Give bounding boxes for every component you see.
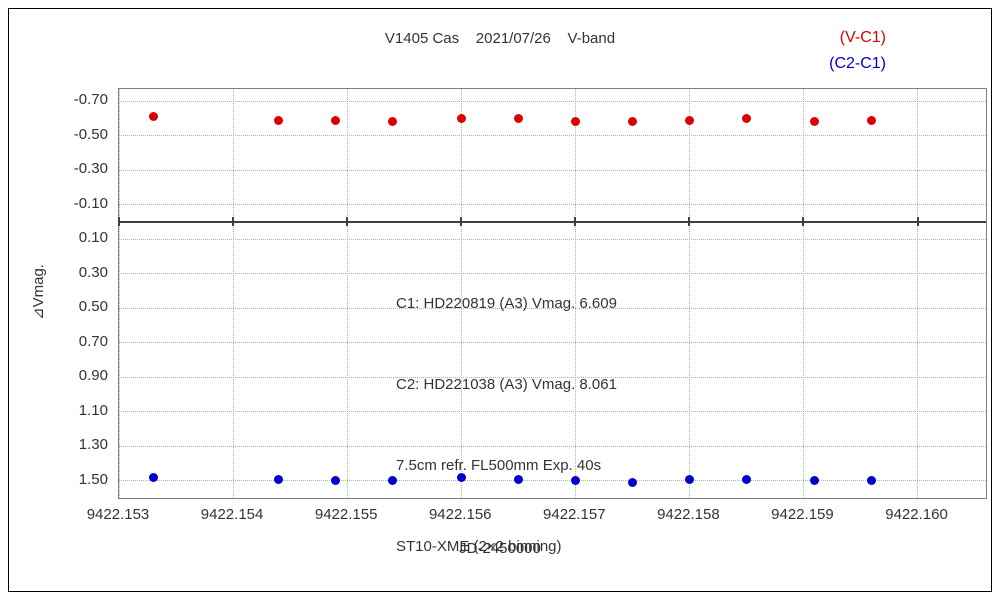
data-point-v-c1 xyxy=(684,115,694,125)
annotation-line-telescope: 7.5cm refr. FL500mm Exp. 40s xyxy=(396,457,602,474)
y-tick-label: 0.90 xyxy=(78,367,108,385)
vertical-gridline xyxy=(232,89,234,498)
data-point-v-c1 xyxy=(867,115,877,125)
chart-title: V1405 Cas 2021/07/26 V-band xyxy=(384,30,616,47)
data-point-c2-c1 xyxy=(148,472,158,482)
data-point-c2-c1 xyxy=(513,474,523,484)
data-point-c2-c1 xyxy=(810,476,820,486)
zero-axis-tick xyxy=(232,217,235,227)
x-tick-label: 9422.159 xyxy=(771,506,834,523)
vertical-gridline xyxy=(688,89,690,498)
zero-axis-tick xyxy=(688,217,691,227)
zero-axis-tick xyxy=(460,217,463,227)
x-tick-label: 9422.156 xyxy=(428,506,492,523)
y-tick-label: 1.30 xyxy=(78,436,108,454)
vertical-gridline xyxy=(574,89,576,498)
annotation-line-c2: C2: HD221038 (A3) Vmag. 8.061 xyxy=(396,376,617,393)
horizontal-gridline xyxy=(119,342,986,344)
y-tick-label: 0.10 xyxy=(78,229,108,247)
chart-legend: (V-C1) (C2-C1) xyxy=(829,25,886,77)
x-tick-label: 9422.154 xyxy=(200,506,264,523)
y-tick-label: 0.30 xyxy=(78,263,108,281)
data-point-c2-c1 xyxy=(684,474,694,484)
horizontal-gridline xyxy=(119,135,986,137)
zero-axis-tick xyxy=(346,217,349,227)
data-point-c2-c1 xyxy=(456,472,466,482)
horizontal-gridline xyxy=(119,100,986,102)
vertical-gridline xyxy=(460,89,462,498)
y-tick-label: 0.70 xyxy=(78,332,108,350)
data-point-v-c1 xyxy=(274,115,284,125)
data-point-c2-c1 xyxy=(741,474,751,484)
vertical-gridline xyxy=(802,89,804,498)
plot-area xyxy=(118,88,987,499)
annotation-line-c1: C1: HD220819 (A3) Vmag. 6.609 xyxy=(396,295,617,312)
vertical-gridline xyxy=(346,89,348,498)
data-point-v-c1 xyxy=(388,117,398,127)
data-point-c2-c1 xyxy=(331,476,341,486)
x-axis-label: JD-2450000 xyxy=(459,540,541,557)
data-point-c2-c1 xyxy=(627,477,637,487)
data-point-v-c1 xyxy=(513,113,523,123)
zero-axis-tick xyxy=(802,217,805,227)
annotation-line-camera: ST10-XME (2×2 binning) xyxy=(396,538,562,555)
horizontal-gridline xyxy=(119,273,986,275)
zero-axis-tick xyxy=(574,217,577,227)
x-tick-label: 9422.158 xyxy=(657,506,720,523)
y-tick-label: -0.70 xyxy=(73,91,108,109)
x-tick-label: 9422.157 xyxy=(543,506,606,523)
x-tick-label: 9422.160 xyxy=(885,506,948,523)
zero-axis-line xyxy=(119,220,986,223)
x-tick-label: 9422.155 xyxy=(314,506,378,523)
y-tick-label: -0.50 xyxy=(73,125,108,143)
data-point-v-c1 xyxy=(810,117,820,127)
y-tick-label: 0.50 xyxy=(78,298,108,316)
horizontal-gridline xyxy=(119,169,986,171)
data-point-v-c1 xyxy=(570,117,580,127)
y-tick-label: -0.10 xyxy=(73,194,108,212)
horizontal-gridline xyxy=(119,238,986,240)
vertical-gridline xyxy=(917,89,919,498)
zero-axis-tick xyxy=(118,217,120,227)
data-point-c2-c1 xyxy=(274,474,284,484)
horizontal-gridline xyxy=(119,480,986,482)
y-tick-label: 1.50 xyxy=(78,470,108,488)
data-point-c2-c1 xyxy=(388,476,398,486)
data-point-v-c1 xyxy=(627,117,637,127)
y-tick-label: 1.10 xyxy=(78,401,108,419)
horizontal-gridline xyxy=(119,445,986,447)
annotation-block: C1: HD220819 (A3) Vmag. 6.609 C2: HD2210… xyxy=(396,236,617,587)
legend-entry-c2-c1: (C2-C1) xyxy=(829,55,886,72)
data-point-c2-c1 xyxy=(867,476,877,486)
data-point-c2-c1 xyxy=(570,476,580,486)
legend-entry-v-c1: (V-C1) xyxy=(839,29,886,46)
horizontal-gridline xyxy=(119,376,986,378)
data-point-v-c1 xyxy=(741,113,751,123)
x-tick-label: 9422.153 xyxy=(86,506,150,523)
horizontal-gridline xyxy=(119,307,986,309)
vertical-gridline xyxy=(118,89,120,498)
horizontal-gridline xyxy=(119,411,986,413)
horizontal-gridline xyxy=(119,204,986,206)
data-point-v-c1 xyxy=(331,115,341,125)
data-point-v-c1 xyxy=(456,113,466,123)
zero-axis-tick xyxy=(916,217,919,227)
data-point-v-c1 xyxy=(148,112,158,122)
y-tick-label: -0.30 xyxy=(73,160,108,178)
